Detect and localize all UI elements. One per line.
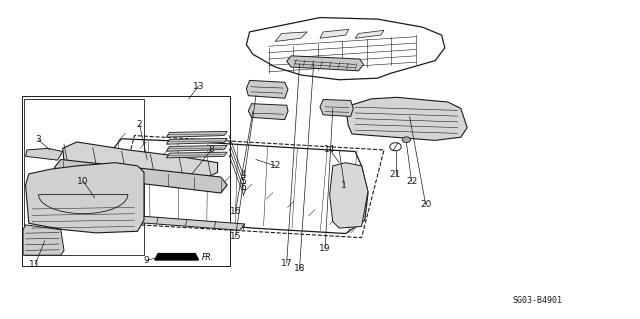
- Text: 4: 4: [241, 170, 246, 179]
- Ellipse shape: [402, 137, 411, 143]
- Text: 22: 22: [406, 177, 417, 186]
- Polygon shape: [355, 30, 384, 38]
- Text: 7: 7: [241, 189, 246, 198]
- Polygon shape: [248, 104, 288, 120]
- Text: 16: 16: [230, 207, 241, 216]
- Polygon shape: [320, 29, 349, 38]
- Polygon shape: [166, 152, 227, 158]
- Text: 10: 10: [77, 177, 89, 186]
- Polygon shape: [63, 142, 218, 179]
- Text: 3: 3: [36, 135, 41, 144]
- Polygon shape: [26, 163, 144, 233]
- Text: 18: 18: [294, 264, 305, 273]
- Text: 12: 12: [269, 161, 281, 170]
- Text: 19: 19: [319, 244, 331, 253]
- Text: 6: 6: [241, 183, 246, 192]
- Polygon shape: [347, 97, 467, 140]
- Text: 21: 21: [390, 170, 401, 179]
- Polygon shape: [275, 32, 307, 41]
- Polygon shape: [166, 138, 227, 144]
- Polygon shape: [166, 131, 227, 137]
- Polygon shape: [23, 225, 64, 255]
- Text: 14: 14: [324, 145, 335, 154]
- Text: FR.: FR.: [202, 253, 214, 262]
- Polygon shape: [166, 145, 227, 151]
- Text: 11: 11: [29, 260, 41, 269]
- Polygon shape: [330, 163, 368, 228]
- Text: 20: 20: [420, 200, 431, 209]
- Text: 17: 17: [281, 259, 292, 268]
- Text: 1: 1: [342, 181, 347, 189]
- Polygon shape: [246, 80, 288, 98]
- Polygon shape: [287, 56, 364, 71]
- Text: SG03-B4901: SG03-B4901: [513, 296, 563, 305]
- Polygon shape: [54, 160, 227, 193]
- Text: 2: 2: [137, 120, 142, 129]
- Text: 13: 13: [193, 82, 204, 91]
- Polygon shape: [155, 254, 198, 260]
- Text: 8: 8: [209, 145, 214, 154]
- Polygon shape: [26, 148, 63, 160]
- Polygon shape: [127, 215, 244, 230]
- Polygon shape: [320, 100, 353, 116]
- Text: 15: 15: [230, 232, 241, 241]
- Text: 5: 5: [241, 177, 246, 186]
- Text: 9: 9: [143, 256, 148, 265]
